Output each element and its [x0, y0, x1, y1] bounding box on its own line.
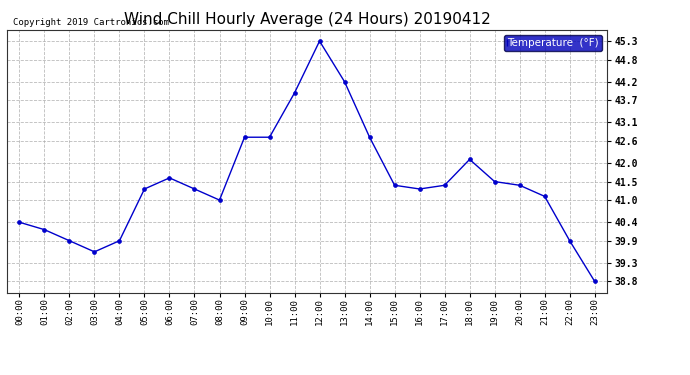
Title: Wind Chill Hourly Average (24 Hours) 20190412: Wind Chill Hourly Average (24 Hours) 201…: [124, 12, 491, 27]
Legend: Temperature  (°F): Temperature (°F): [504, 35, 602, 51]
Text: Copyright 2019 Cartronics.com: Copyright 2019 Cartronics.com: [13, 18, 169, 27]
